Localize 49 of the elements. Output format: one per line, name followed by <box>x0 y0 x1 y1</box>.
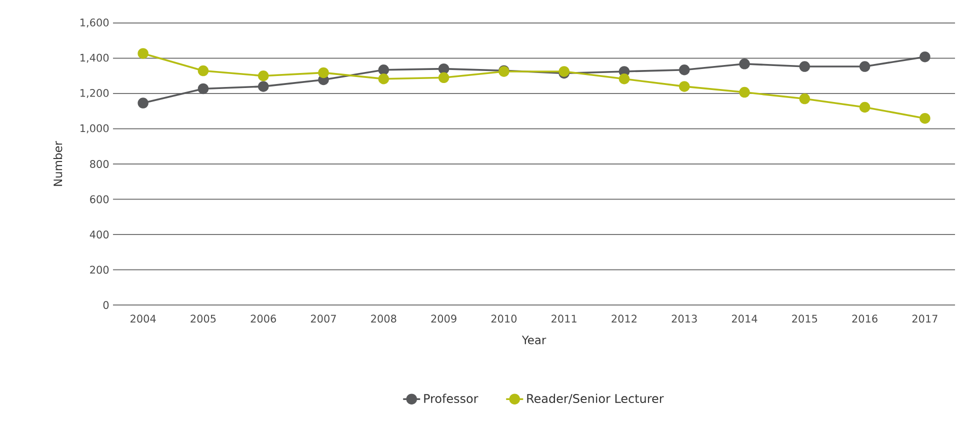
point <box>920 51 930 62</box>
y-tick-label: 800 <box>90 160 109 168</box>
x-tick-label: 2011 <box>552 314 576 323</box>
point <box>198 65 209 76</box>
point <box>438 63 450 74</box>
x-tick-label: 2007 <box>310 314 336 323</box>
y-tick-label: 1,000 <box>80 124 109 134</box>
point <box>920 112 930 124</box>
x-tick-label: 2009 <box>431 314 456 323</box>
point <box>378 64 390 76</box>
point <box>799 93 810 104</box>
x-tick-label: 2016 <box>852 314 878 323</box>
y-tick-label: 600 <box>90 195 109 204</box>
x-tick-label: 2008 <box>371 314 396 323</box>
x-tick-label: 2017 <box>912 314 938 323</box>
x-tick-label: 2010 <box>491 314 517 323</box>
legend-label: Reader/Senior Lecturer <box>527 394 664 404</box>
point <box>318 67 329 78</box>
x-tick-label: 2005 <box>190 314 216 323</box>
point <box>739 86 750 98</box>
x-tick-label: 2015 <box>792 314 818 323</box>
y-tick-label: 1,200 <box>80 89 109 98</box>
point <box>859 61 870 72</box>
x-tick-label: 2013 <box>672 314 697 323</box>
point <box>739 58 750 70</box>
x-tick-label: 2014 <box>732 314 758 323</box>
point <box>198 83 209 94</box>
point <box>618 73 630 84</box>
point <box>678 64 690 76</box>
x-axis-title: Year <box>522 336 546 344</box>
legend-label: Professor <box>424 394 478 404</box>
y-tick-label: 400 <box>90 230 109 238</box>
point <box>378 73 390 84</box>
point <box>678 81 690 92</box>
x-tick-label: 2004 <box>130 314 156 323</box>
point <box>138 98 148 108</box>
y-tick-label: 200 <box>90 266 109 274</box>
y-tick-label: 1,600 <box>80 18 109 28</box>
point <box>138 48 148 59</box>
point <box>258 81 269 92</box>
y-tick-label: 1,400 <box>80 54 109 63</box>
point <box>859 102 870 113</box>
point <box>438 72 450 84</box>
x-tick-label: 2006 <box>250 314 276 323</box>
x-tick-label: 2012 <box>612 314 636 323</box>
point <box>258 70 269 82</box>
y-axis-title: Number <box>53 140 62 186</box>
point <box>799 61 810 72</box>
y-tick-label: 0 <box>103 301 109 309</box>
